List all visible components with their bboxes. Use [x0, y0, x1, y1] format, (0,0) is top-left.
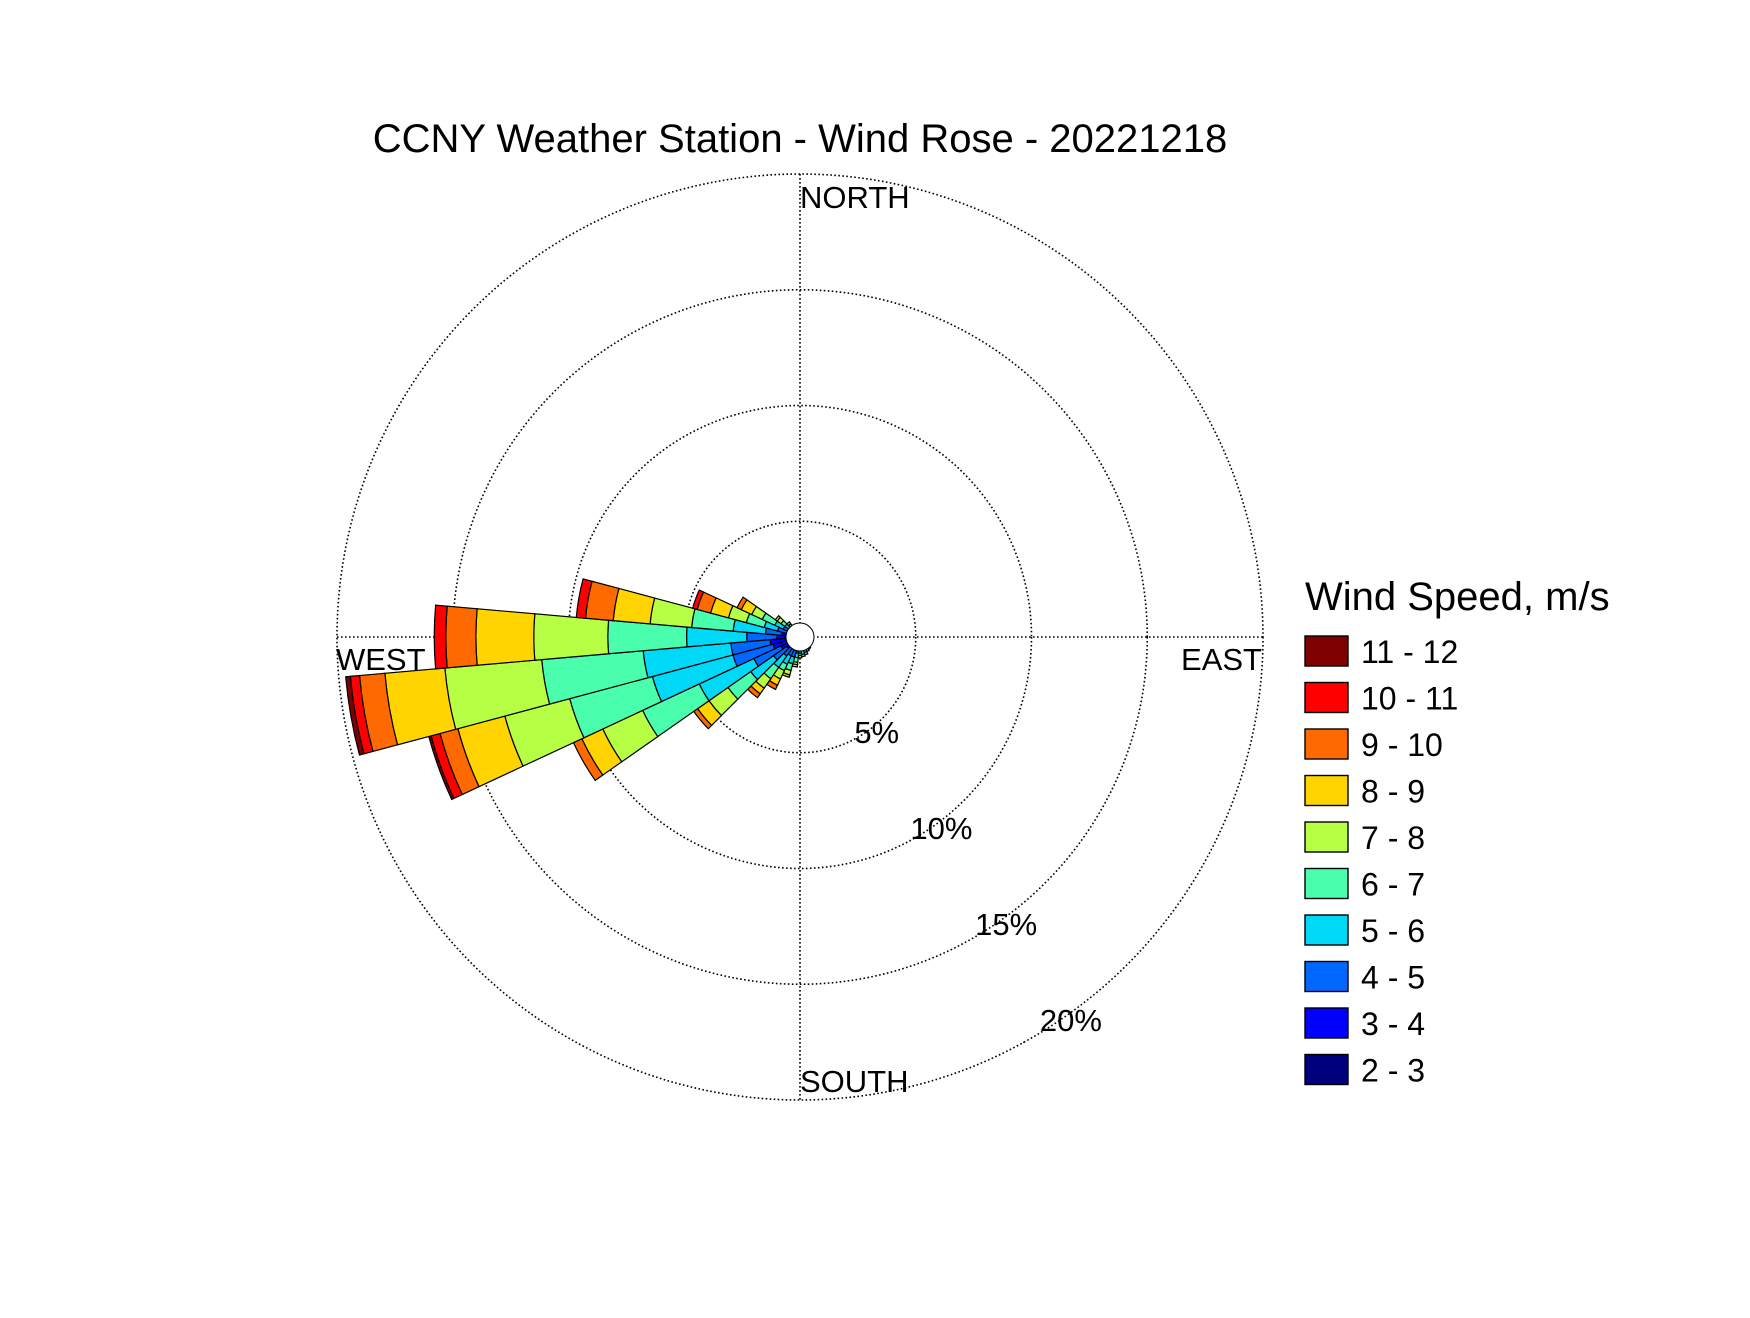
- legend-swatch-2: [1304, 681, 1349, 714]
- legend-swatch-7: [1304, 914, 1349, 946]
- legend-swatch-10: [1304, 1053, 1349, 1086]
- sector-280deg-bin-7: [612, 587, 656, 625]
- legend-label-2: 10 - 11: [1361, 681, 1458, 717]
- legend-label-7: 5 - 6: [1361, 913, 1425, 949]
- direction-label-east: EAST: [1181, 642, 1262, 677]
- direction-label-north: NORTH: [800, 180, 910, 215]
- center-hub-circle: [785, 622, 815, 652]
- legend-label-8: 4 - 5: [1361, 960, 1425, 996]
- legend-title: Wind Speed, m/s: [1305, 575, 1610, 619]
- sector-310deg-bin-7: [774, 614, 782, 622]
- frequency-tick-label-4: 20%: [1040, 1003, 1102, 1038]
- direction-label-west: WEST: [336, 642, 426, 677]
- frequency-tick-labels: 5% 10% 15% 20%: [854, 715, 1102, 1038]
- direction-label-south: SOUTH: [800, 1064, 909, 1099]
- legend-swatch-8: [1304, 960, 1349, 993]
- legend-label-5: 7 - 8: [1361, 820, 1425, 856]
- sector-290deg-bin-9: [691, 589, 705, 611]
- legend-label-9: 3 - 4: [1361, 1006, 1425, 1042]
- grid-circle-3: [451, 288, 1149, 986]
- sector-270deg: [433, 604, 796, 670]
- legend-swatch-1: [1304, 635, 1349, 667]
- legend-swatch-4: [1304, 774, 1349, 807]
- legend-label-1: 11 - 12: [1361, 634, 1458, 670]
- wind-rose-sectors: [345, 578, 812, 801]
- sector-170deg-bin-5: [800, 653, 806, 658]
- sector-280deg-bin-6: [649, 597, 696, 629]
- legend-label-10: 2 - 3: [1361, 1053, 1425, 1089]
- legend-swatch-6: [1304, 867, 1349, 900]
- frequency-tick-label-1: 5%: [854, 715, 899, 750]
- legend-swatch-9: [1304, 1007, 1349, 1039]
- chart-title: CCNY Weather Station - Wind Rose - 20221…: [373, 117, 1228, 161]
- frequency-tick-label-2: 10%: [910, 811, 972, 846]
- sector-240deg: [572, 638, 797, 782]
- grid-circle-2: [567, 404, 1033, 870]
- sector-280deg: [575, 578, 796, 638]
- legend-label-3: 9 - 10: [1361, 727, 1443, 763]
- sector-270deg-bin-6: [533, 613, 610, 661]
- grid-circle-1: [683, 520, 917, 754]
- legend-label-4: 8 - 9: [1361, 774, 1425, 810]
- sector-280deg-bin-9: [575, 578, 593, 619]
- legend-swatch-3: [1304, 728, 1349, 760]
- sector-270deg-bin-8: [445, 605, 478, 669]
- sector-270deg-bin-9: [433, 604, 448, 670]
- sector-260deg-bin-10: [345, 675, 365, 756]
- center-hub: [785, 622, 815, 652]
- sector-290deg: [691, 589, 796, 637]
- sector-260deg: [345, 636, 796, 756]
- legend-swatch-5: [1304, 821, 1349, 853]
- sector-270deg-bin-7: [475, 608, 536, 666]
- legend: 11 - 12 10 - 11 9 - 10 8 - 9 7 - 8 6 - 7 5 - 6…: [1304, 634, 1458, 1089]
- frequency-tick-label-3: 15%: [975, 907, 1037, 942]
- sector-300deg-bin-8: [736, 596, 748, 611]
- legend-label-6: 6 - 7: [1361, 867, 1425, 903]
- sector-320deg-bin-6: [786, 620, 792, 627]
- polar-grid: [336, 173, 1264, 1101]
